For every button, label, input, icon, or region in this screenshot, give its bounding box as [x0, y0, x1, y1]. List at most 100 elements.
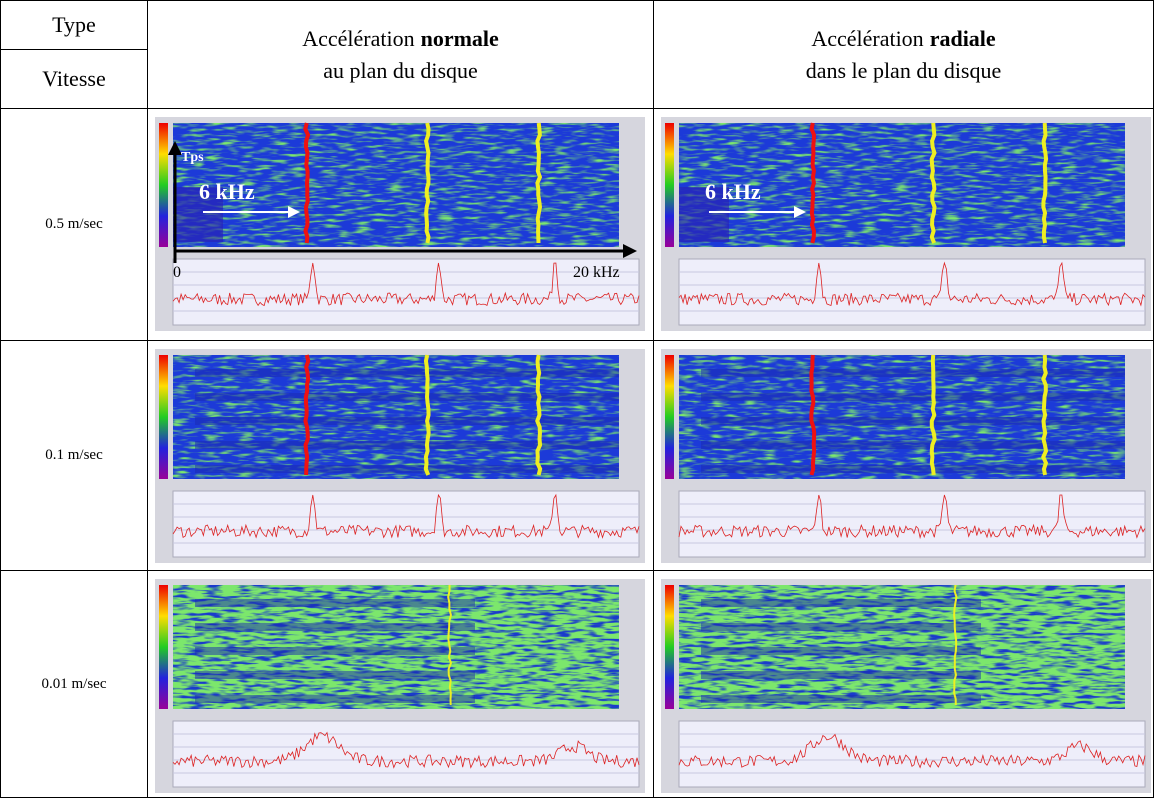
spectrogram-noise [679, 123, 1125, 247]
type-label: Type [1, 1, 147, 50]
colorbar [159, 355, 168, 479]
left-dark [679, 187, 729, 242]
corner-cell: Type Vitesse [0, 0, 148, 109]
speed-label: Vitesse [42, 66, 106, 91]
colorbar [665, 123, 674, 247]
band [195, 647, 475, 655]
spectrogram-figure [155, 579, 645, 793]
image-cell [653, 340, 1154, 571]
right-axis [1127, 585, 1147, 709]
spectrogram-figure [661, 349, 1151, 563]
annotation: Tps [181, 150, 204, 165]
colorbar [665, 355, 674, 479]
frequency-line [809, 122, 817, 244]
image-cell [147, 340, 654, 571]
spectrum-line [678, 494, 1146, 540]
freq-axis-head [623, 244, 637, 258]
header-emphasis: normale [420, 25, 499, 51]
band [701, 695, 981, 703]
annotation: 0 [173, 264, 181, 281]
speed-label: 0.5 m/sec [45, 216, 103, 232]
frequency-line [424, 122, 431, 244]
band [195, 393, 619, 401]
spectrum-line [172, 493, 640, 539]
white-arrow-head [794, 206, 806, 218]
right-axis [1127, 355, 1147, 479]
header-emphasis: radiale [929, 25, 996, 51]
annotation: 6 kHz [705, 179, 761, 204]
frequency-line [1041, 122, 1049, 244]
header-line2: dans le plan du disque [805, 57, 1002, 83]
spectrum-plot [172, 490, 640, 558]
spectrum-plot [678, 258, 1146, 326]
frequency-line [303, 122, 311, 244]
spectrum-line [678, 261, 1146, 307]
right-axis [621, 585, 641, 709]
image-cell [147, 570, 654, 798]
colorbar [159, 585, 168, 709]
band [195, 369, 619, 377]
band [701, 369, 1125, 377]
frequency-line [447, 584, 453, 706]
band [701, 465, 1125, 473]
annotation: 6 kHz [199, 179, 255, 204]
band [701, 417, 1125, 425]
band [195, 599, 475, 607]
colorbar [159, 123, 168, 247]
band [195, 623, 475, 631]
band [195, 671, 475, 679]
band [195, 695, 475, 703]
white-arrow-head [288, 206, 300, 218]
spectrogram-figure: 6 kHz [661, 117, 1151, 331]
spectrogram-figure: 6 kHz Tps 0 20 kHz [155, 117, 645, 331]
header-prefix: Accélération [811, 25, 924, 51]
frequency-line [929, 122, 937, 244]
frequency-line [423, 354, 431, 476]
spectrogram-figure [155, 349, 645, 563]
column-header: Accélération radiale dans le plan du disqu… [653, 0, 1154, 109]
header-line2: au plan du disque [323, 57, 478, 83]
left-dark [173, 187, 223, 242]
speed-label: 0.1 m/sec [45, 447, 103, 463]
band [701, 671, 981, 679]
band [195, 465, 619, 473]
spectrogram-noise [173, 123, 619, 247]
frequency-line [535, 354, 543, 476]
speed-cell: 0.01 m/sec [0, 570, 148, 798]
frequency-line [929, 354, 937, 476]
image-cell: 6 kHz Tps 0 20 kHz [147, 108, 654, 341]
header-prefix: Accélération [302, 25, 415, 51]
colorbar [665, 585, 674, 709]
band [701, 441, 1125, 449]
column-header: Accélération normale au plan du disque [147, 0, 654, 109]
speed-cell: 0.1 m/sec [0, 340, 148, 571]
speed-cell: 0.5 m/sec [0, 108, 148, 341]
right-axis [1127, 123, 1147, 247]
right-axis [621, 123, 641, 247]
frequency-line [303, 354, 311, 476]
spectrum-line [172, 262, 640, 307]
speed-label: 0.01 m/sec [41, 675, 107, 692]
image-cell: 6 kHz [653, 108, 1154, 341]
spectrum-line [172, 731, 640, 769]
frequency-line [1041, 354, 1049, 476]
spectrum-line [678, 733, 1146, 769]
frequency-line [535, 122, 543, 244]
image-cell [653, 570, 1154, 798]
band [195, 417, 619, 425]
time-axis-head [168, 141, 182, 155]
band [701, 623, 981, 631]
frequency-line [809, 354, 817, 476]
spectrum-plot [172, 258, 640, 326]
band [701, 647, 981, 655]
spectrum-plot [172, 720, 640, 788]
band [701, 599, 981, 607]
spectrum-plot [678, 490, 1146, 558]
annotation: 20 kHz [573, 264, 620, 281]
spectrum-plot [678, 720, 1146, 788]
right-axis [621, 355, 641, 479]
band [195, 441, 619, 449]
frequency-line [953, 584, 958, 706]
spectrogram-figure [661, 579, 1151, 793]
